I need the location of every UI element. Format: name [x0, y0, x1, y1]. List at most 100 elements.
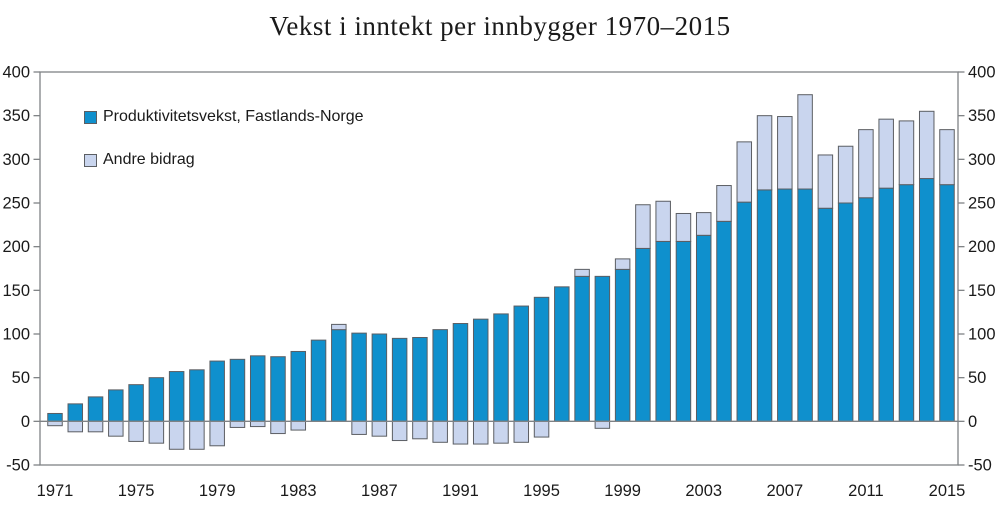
x-tick-label-1983: 1983 — [280, 482, 317, 500]
y-tick-label-right-0: 0 — [968, 413, 977, 431]
bar-1988-andre-bidrag — [391, 420, 408, 442]
bar-1994-andre-bidrag — [513, 420, 530, 443]
bar-1979-produktivitetsvekst — [209, 360, 225, 422]
bar-1993-andre-bidrag — [493, 420, 509, 444]
bar-1976-andre-bidrag — [148, 420, 165, 444]
bar-2005-andre-bidrag — [736, 141, 753, 203]
bar-2005-produktivitetsvekst — [736, 201, 753, 422]
bar-2007-andre-bidrag — [777, 116, 793, 190]
bar-2002-andre-bidrag — [675, 212, 692, 242]
bar-1975-produktivitetsvekst — [128, 384, 144, 422]
bar-1983-andre-bidrag — [290, 420, 307, 431]
legend-item-produktivitetsvekst: Produktivitetsvekst, Fastlands-Norge — [84, 107, 364, 127]
y-tick-label-left-250: 250 — [2, 195, 30, 213]
bar-1978-andre-bidrag — [189, 420, 205, 450]
bar-2000-produktivitetsvekst — [635, 247, 651, 422]
bar-2003-produktivitetsvekst — [695, 234, 712, 422]
bar-2008-andre-bidrag — [797, 94, 813, 190]
x-tick-label-1979: 1979 — [199, 482, 236, 500]
bar-1998-produktivitetsvekst — [594, 275, 611, 422]
bar-1973-andre-bidrag — [87, 420, 104, 433]
bar-2009-produktivitetsvekst — [817, 207, 834, 422]
legend-label-produktivitetsvekst: Produktivitetsvekst, Fastlands-Norge — [103, 108, 364, 125]
x-tick-label-2003: 2003 — [685, 482, 722, 500]
bar-1986-andre-bidrag — [351, 420, 367, 435]
y-tick-label-right-350: 350 — [968, 107, 996, 125]
bar-1995-produktivitetsvekst — [533, 296, 550, 422]
bar-1985-produktivitetsvekst — [331, 329, 347, 422]
bar-1997-andre-bidrag — [574, 268, 590, 277]
legend-swatch-andre-bidrag-icon — [84, 153, 97, 167]
y-tick-label-right-100: 100 — [968, 326, 996, 344]
bar-2009-andre-bidrag — [817, 154, 834, 209]
y-tick-label-left-400: 400 — [2, 64, 30, 82]
x-tick-label-2011: 2011 — [848, 482, 883, 500]
bar-2012-produktivitetsvekst — [878, 187, 894, 422]
y-tick-label-left-300: 300 — [2, 151, 30, 169]
legend-item-andre-bidrag: Andre bidrag — [84, 150, 364, 170]
y-tick-label-right-400: 400 — [968, 64, 996, 82]
x-tick-label-1987: 1987 — [361, 482, 398, 500]
y-tick-label-right-200: 200 — [968, 238, 996, 256]
bar-1981-andre-bidrag — [249, 420, 266, 428]
bar-2010-produktivitetsvekst — [837, 202, 854, 422]
bar-2015-andre-bidrag — [939, 129, 955, 186]
bar-1982-andre-bidrag — [270, 420, 286, 435]
bar-1989-produktivitetsvekst — [412, 336, 428, 422]
bar-1974-andre-bidrag — [108, 420, 124, 437]
y-tick-label-left-0: 0 — [21, 413, 30, 431]
bar-1992-produktivitetsvekst — [472, 318, 489, 422]
x-tick-label-1999: 1999 — [604, 482, 641, 500]
bar-2010-andre-bidrag — [837, 145, 854, 204]
bar-1987-produktivitetsvekst — [371, 333, 388, 422]
bar-1992-andre-bidrag — [472, 420, 489, 445]
x-tick-label-1991: 1991 — [442, 482, 479, 500]
bar-1977-produktivitetsvekst — [168, 371, 185, 422]
bar-1974-produktivitetsvekst — [108, 389, 124, 422]
chart-legend: Produktivitetsvekst, Fastlands-Norge And… — [84, 107, 364, 170]
bar-2004-produktivitetsvekst — [716, 220, 732, 422]
bar-1981-produktivitetsvekst — [249, 355, 266, 422]
y-tick-label-right-250: 250 — [968, 195, 996, 213]
bar-2001-produktivitetsvekst — [655, 240, 671, 422]
bar-1980-produktivitetsvekst — [229, 358, 246, 422]
bar-2007-produktivitetsvekst — [777, 188, 793, 422]
bar-1991-produktivitetsvekst — [452, 323, 469, 422]
bar-1973-produktivitetsvekst — [87, 396, 104, 422]
bar-1994-produktivitetsvekst — [513, 305, 530, 422]
bar-2003-andre-bidrag — [695, 212, 712, 236]
chart-title: Vekst i inntekt per innbygger 1970–2015 — [269, 11, 731, 41]
bar-1997-produktivitetsvekst — [574, 275, 590, 422]
bar-1980-andre-bidrag — [229, 420, 246, 428]
y-tick-label-right-50: 50 — [968, 369, 986, 387]
y-tick-label-left-350: 350 — [2, 107, 30, 125]
y-tick-label-left-200: 200 — [2, 238, 30, 256]
legend-label-andre-bidrag: Andre bidrag — [103, 151, 195, 168]
bar-1982-produktivitetsvekst — [270, 356, 286, 422]
bar-1995-andre-bidrag — [533, 420, 550, 438]
bar-1993-produktivitetsvekst — [493, 313, 509, 422]
y-tick-label-right--50: -50 — [968, 457, 992, 475]
bar-2015-produktivitetsvekst — [939, 184, 955, 422]
x-tick-label-1971: 1971 — [37, 482, 74, 500]
bar-2006-produktivitetsvekst — [756, 189, 773, 422]
y-tick-label-left-100: 100 — [2, 326, 30, 344]
bar-1990-andre-bidrag — [432, 420, 448, 443]
bar-1990-produktivitetsvekst — [432, 329, 448, 422]
bar-1999-produktivitetsvekst — [614, 268, 631, 422]
bar-2013-produktivitetsvekst — [898, 184, 915, 422]
bar-1979-andre-bidrag — [209, 420, 225, 447]
bar-1998-andre-bidrag — [594, 420, 611, 429]
bar-1971-andre-bidrag — [47, 420, 63, 427]
bar-2000-andre-bidrag — [635, 204, 651, 249]
bar-2002-produktivitetsvekst — [675, 240, 692, 422]
bar-1986-produktivitetsvekst — [351, 332, 367, 422]
y-tick-label-right-150: 150 — [968, 282, 996, 300]
bar-1996-produktivitetsvekst — [554, 286, 570, 422]
y-tick-label-left--50: -50 — [6, 457, 30, 475]
bar-2011-produktivitetsvekst — [858, 197, 874, 422]
bar-2001-andre-bidrag — [655, 200, 671, 242]
y-tick-label-right-300: 300 — [968, 151, 996, 169]
bar-1977-andre-bidrag — [168, 420, 185, 450]
